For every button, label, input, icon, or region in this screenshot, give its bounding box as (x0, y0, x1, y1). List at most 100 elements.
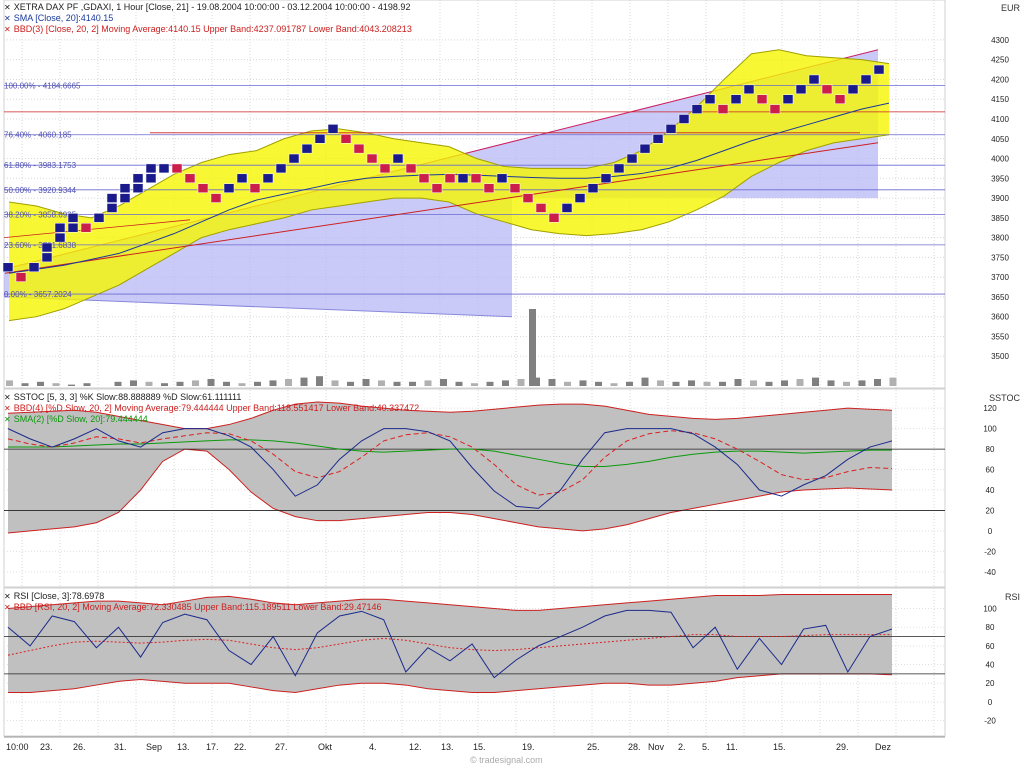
rsi-axis-tick: 20 (986, 679, 995, 688)
volume-bar-spike (529, 309, 536, 386)
pnf-up-box (743, 84, 755, 95)
pnf-up-box (28, 262, 40, 273)
volume-bar (285, 379, 292, 386)
price-axis-tick: 3900 (991, 194, 1009, 203)
fib-level-label: 76.40% - 4060.185 (4, 131, 72, 140)
sstoc-axis-tick: 100 (983, 425, 997, 434)
x-axis-label: 13. (441, 742, 454, 752)
x-axis-label: Sep (146, 742, 162, 752)
volume-bar (83, 383, 91, 386)
price-header-title: ✕ XETRA DAX PF ,GDAXI, 1 Hour [Close, 21]… (4, 2, 411, 12)
pnf-up-box (145, 163, 157, 174)
volume-bar (719, 381, 726, 386)
sstoc-d-line (7, 430, 893, 496)
support-line (3, 219, 191, 239)
pnf-up-box (860, 74, 872, 85)
sstoc-header-title: ✕ SSTOC [5, 3, 3] %K Slow:88.888889 %D Sl… (4, 392, 242, 402)
x-axis-label: 25. (587, 742, 600, 752)
pnf-up-box (613, 163, 625, 174)
pnf-up-box (41, 252, 53, 263)
rsi-axis-tick: 60 (986, 642, 995, 651)
rsi-band-area (8, 594, 892, 693)
x-axis-label: Okt (318, 742, 333, 752)
pnf-up-box (600, 173, 612, 184)
volume-bar (192, 380, 199, 386)
price-axis-tick: 3650 (991, 293, 1009, 302)
price-axis-tick: 3850 (991, 214, 1009, 223)
pnf-down-box (80, 222, 92, 233)
x-axis-label: 22. (234, 742, 247, 752)
pnf-up-box (93, 213, 105, 223)
pnf-up-box (67, 213, 79, 223)
fib-level-label: 61.80% - 3983.1753 (4, 161, 77, 170)
pnf-down-box (210, 193, 222, 203)
chevron-icon: ✕ (4, 14, 11, 23)
price-axis-tick: 3600 (991, 313, 1009, 322)
pnf-down-box (353, 143, 365, 154)
sstoc-upper-band-line (7, 401, 893, 430)
price-axis-tick: 4100 (991, 115, 1009, 124)
volume-bar (486, 381, 494, 386)
pnf-up-box (132, 183, 144, 193)
volume-bar (626, 381, 633, 386)
pnf-down-box (821, 84, 833, 95)
pnf-up-box (652, 134, 664, 144)
pnf-up-box (496, 173, 508, 184)
chevron-icon: ✕ (4, 603, 11, 612)
rsi-axis-tick: 100 (983, 605, 997, 614)
pnf-down-box (483, 183, 495, 193)
volume-bar (843, 381, 850, 386)
fib-level-label: 100.00% - 4184.6665 (4, 82, 81, 91)
volume-bar (393, 381, 401, 386)
volume-bar (564, 381, 571, 386)
volume-bar (595, 381, 602, 386)
pnf-up-box (119, 193, 131, 203)
pnf-up-box (808, 74, 820, 85)
price-axis-tick: 4150 (991, 95, 1009, 104)
volume-bar (68, 384, 75, 386)
pnf-up-box (67, 222, 79, 233)
volume-bar (827, 380, 835, 386)
volume-bar (517, 379, 525, 386)
fib-channel-lower-line (3, 296, 513, 318)
pnf-down-box (366, 153, 378, 164)
volume-bar (145, 381, 153, 386)
x-axis-label: 15. (473, 742, 486, 752)
pnf-up-box (392, 153, 404, 164)
volume-bar (579, 380, 587, 386)
pnf-up-box (327, 124, 339, 134)
pnf-up-box (574, 193, 586, 203)
fib-level-label: 50.00% - 3920.9344 (4, 186, 77, 195)
sstoc-axis-tick: 80 (986, 445, 995, 454)
pnf-up-box (691, 104, 703, 114)
x-axis-label: 28. (628, 742, 641, 752)
pnf-up-box (626, 153, 638, 164)
pnf-up-box (704, 94, 716, 104)
volume-bar (6, 380, 13, 386)
sstoc-pane-name: SSTOC (989, 393, 1020, 403)
volume-bar (378, 380, 385, 386)
rsi-ma-line (7, 634, 892, 656)
volume-bar (703, 381, 711, 386)
pnf-up-box (561, 203, 573, 213)
x-axis-label: 27. (275, 742, 288, 752)
volume-bar (502, 380, 509, 386)
sstoc-axis-tick: 40 (986, 486, 995, 495)
volume-bar (781, 380, 788, 386)
price-axis-tick: 3550 (991, 332, 1009, 341)
pnf-up-box (2, 262, 14, 273)
price-axis-tick: 4050 (991, 135, 1009, 144)
volume-bar (21, 383, 29, 386)
pnf-down-box (834, 94, 846, 104)
price-axis-tick: 3800 (991, 234, 1009, 243)
pnf-up-box (236, 173, 248, 184)
volume-bar (176, 381, 184, 386)
pnf-up-box (639, 143, 651, 154)
volume-bar (52, 383, 60, 386)
pnf-up-box (54, 222, 66, 233)
pnf-down-box (522, 193, 534, 203)
rsi-lower-band-line (8, 673, 893, 694)
volume-bar (114, 381, 122, 386)
price-axis-tick: 3950 (991, 174, 1009, 183)
